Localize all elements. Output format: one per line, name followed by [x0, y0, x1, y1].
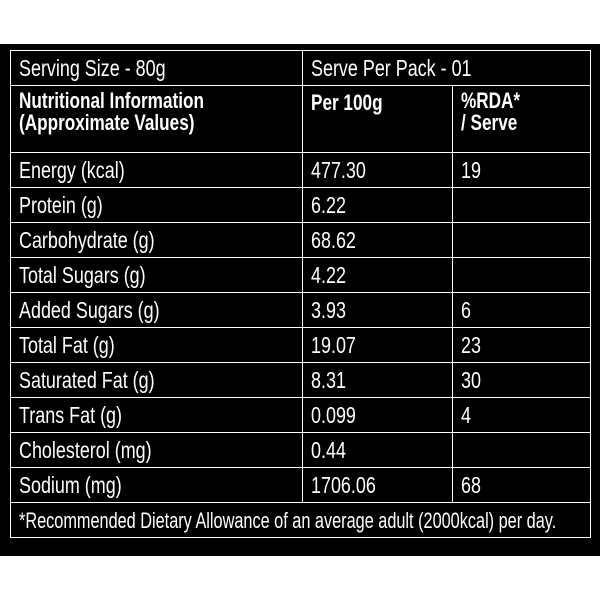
nutrient-value: [452, 257, 591, 293]
column-header-text: Per 100g: [311, 90, 383, 115]
nutrient-value: [452, 222, 591, 258]
serve-per-pack-text: Serve Per Pack - 01: [311, 54, 472, 81]
nutrient-value: 19.07: [302, 327, 453, 363]
nutrient-name: Trans Fat (g): [10, 397, 303, 433]
nutrient-value: [452, 432, 591, 468]
nutrient-name: Saturated Fat (g): [10, 362, 303, 398]
nutrient-row: Sodium (mg) 1706.06 68: [10, 467, 591, 503]
nutrient-name-text: Energy (kcal): [19, 156, 125, 183]
nutrient-value: 477.30: [302, 152, 453, 188]
nutrient-value: 6: [452, 292, 591, 328]
column-header-text: Nutritional Information (Approximate Val…: [19, 88, 204, 135]
nutrient-name-text: Carbohydrate (g): [19, 226, 155, 253]
footnote: *Recommended Dietary Allowance of an ave…: [10, 502, 591, 538]
nutrient-value: 68: [452, 467, 591, 503]
nutrient-row: Cholesterol (mg) 0.44: [10, 432, 591, 468]
nutrient-value-text: 0.099: [311, 401, 356, 428]
column-header: Per 100g: [302, 85, 453, 153]
nutrient-name-text: Protein (g): [19, 191, 103, 218]
nutrient-value-text: 23: [461, 331, 481, 358]
nutrient-row: Trans Fat (g) 0.099 4: [10, 397, 591, 433]
serving-size: Serving Size - 80g: [10, 50, 303, 86]
nutrient-value: 0.099: [302, 397, 453, 433]
nutrient-value: 1706.06: [302, 467, 453, 503]
nutrient-name: Sodium (mg): [10, 467, 303, 503]
nutrient-value: 19: [452, 152, 591, 188]
serve-per-pack: Serve Per Pack - 01: [302, 50, 591, 86]
nutrient-value-text: 19.07: [311, 331, 356, 358]
nutrient-name: Total Sugars (g): [10, 257, 303, 293]
nutrient-value-text: 4.22: [311, 261, 346, 288]
nutrient-name-text: Added Sugars (g): [19, 296, 160, 323]
nutrient-name-text: Total Sugars (g): [19, 261, 146, 288]
nutrient-value: 3.93: [302, 292, 453, 328]
nutrient-value: 6.22: [302, 187, 453, 223]
nutrient-value: 4: [452, 397, 591, 433]
nutrition-table: Serving Size - 80g Serve Per Pack - 01 N…: [10, 50, 591, 538]
nutrient-value: 68.62: [302, 222, 453, 258]
nutrient-row: Energy (kcal) 477.30 19: [10, 152, 591, 188]
nutrient-value: 0.44: [302, 432, 453, 468]
nutrient-value: 23: [452, 327, 591, 363]
nutrient-value-text: 6: [461, 296, 471, 323]
column-header: %RDA* / Serve: [452, 85, 591, 153]
nutrient-value-text: 68: [461, 471, 481, 498]
nutrient-value-text: 1706.06: [311, 471, 376, 498]
nutrient-row: Saturated Fat (g) 8.31 30: [10, 362, 591, 398]
nutrient-value-text: 0.44: [311, 436, 346, 463]
nutrient-name: Energy (kcal): [10, 152, 303, 188]
nutrient-value-text: 30: [461, 366, 481, 393]
nutrient-row: Carbohydrate (g) 68.62: [10, 222, 591, 258]
nutrient-value-text: 477.30: [311, 156, 366, 183]
nutrient-name-text: Cholesterol (mg): [19, 436, 152, 463]
nutrient-row: Protein (g) 6.22: [10, 187, 591, 223]
serving-row: Serving Size - 80g Serve Per Pack - 01: [10, 50, 591, 86]
nutrient-value: 8.31: [302, 362, 453, 398]
nutrient-value-text: 68.62: [311, 226, 356, 253]
nutrient-row: Added Sugars (g) 3.93 6: [10, 292, 591, 328]
nutrient-value-text: 8.31: [311, 366, 346, 393]
nutrient-name: Cholesterol (mg): [10, 432, 303, 468]
nutrient-value: [452, 187, 591, 223]
column-header-text: %RDA* / Serve: [461, 88, 521, 135]
nutrient-name-text: Trans Fat (g): [19, 401, 123, 428]
label-panel: Serving Size - 80g Serve Per Pack - 01 N…: [0, 44, 600, 556]
footnote-row: *Recommended Dietary Allowance of an ave…: [10, 502, 591, 538]
nutrient-value-text: 3.93: [311, 296, 346, 323]
column-header: Nutritional Information (Approximate Val…: [10, 85, 303, 153]
nutrient-row: Total Sugars (g) 4.22: [10, 257, 591, 293]
nutrient-name-text: Total Fat (g): [19, 331, 115, 358]
footnote-text: *Recommended Dietary Allowance of an ave…: [19, 507, 557, 533]
header-row: Nutritional Information (Approximate Val…: [10, 85, 591, 153]
nutrient-name-text: Sodium (mg): [19, 471, 122, 498]
nutrient-value: 4.22: [302, 257, 453, 293]
nutrient-name-text: Saturated Fat (g): [19, 366, 155, 393]
nutrient-value: 30: [452, 362, 591, 398]
nutrient-name: Protein (g): [10, 187, 303, 223]
serving-size-text: Serving Size - 80g: [19, 54, 166, 81]
nutrient-value-text: 4: [461, 401, 471, 428]
nutrient-value-text: 19: [461, 156, 481, 183]
nutrient-value-text: 6.22: [311, 191, 346, 218]
nutrient-name: Added Sugars (g): [10, 292, 303, 328]
nutrient-name: Carbohydrate (g): [10, 222, 303, 258]
nutrient-row: Total Fat (g) 19.07 23: [10, 327, 591, 363]
nutrient-name: Total Fat (g): [10, 327, 303, 363]
